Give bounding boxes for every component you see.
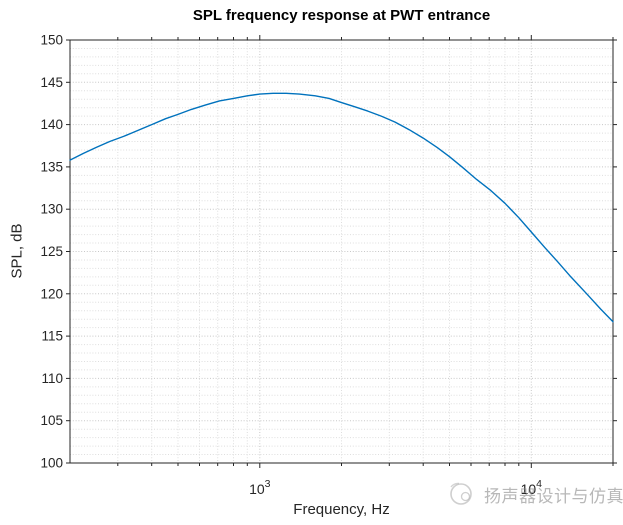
y-tick-label: 140 <box>40 117 63 132</box>
watermark: 扬声器设计与仿真 <box>447 480 623 508</box>
tick-labels: 100 105 110 115 120 125 130 135 140 145 150 103 104 <box>40 33 542 498</box>
x-tick-label: 104 <box>521 478 543 497</box>
y-tick-label: 120 <box>40 286 63 301</box>
y-tick-label: 130 <box>40 202 63 217</box>
y-tick-label: 115 <box>41 329 63 344</box>
chart-title: SPL frequency response at PWT entrance <box>192 7 491 24</box>
y-tick-label: 100 <box>40 456 63 471</box>
y-tick-label: 105 <box>40 413 63 428</box>
watermark-logo-icon <box>450 482 472 505</box>
y-tick-label: 150 <box>40 33 63 48</box>
y-tick-label: 125 <box>40 244 63 259</box>
grid-minor <box>70 40 614 463</box>
spl-response-curve <box>69 92 614 323</box>
grid-major <box>70 40 613 463</box>
y-tick-label: 135 <box>40 159 63 174</box>
y-tick-label: 145 <box>40 75 63 90</box>
y-tick-label: 110 <box>41 371 63 386</box>
axis-ticks <box>66 35 617 468</box>
y-axis-label: SPL, dB <box>8 223 26 279</box>
x-axis-label: Frequency, Hz <box>293 501 390 518</box>
x-tick-label: 103 <box>249 478 271 497</box>
watermark-text: 扬声器设计与仿真 <box>484 486 623 506</box>
